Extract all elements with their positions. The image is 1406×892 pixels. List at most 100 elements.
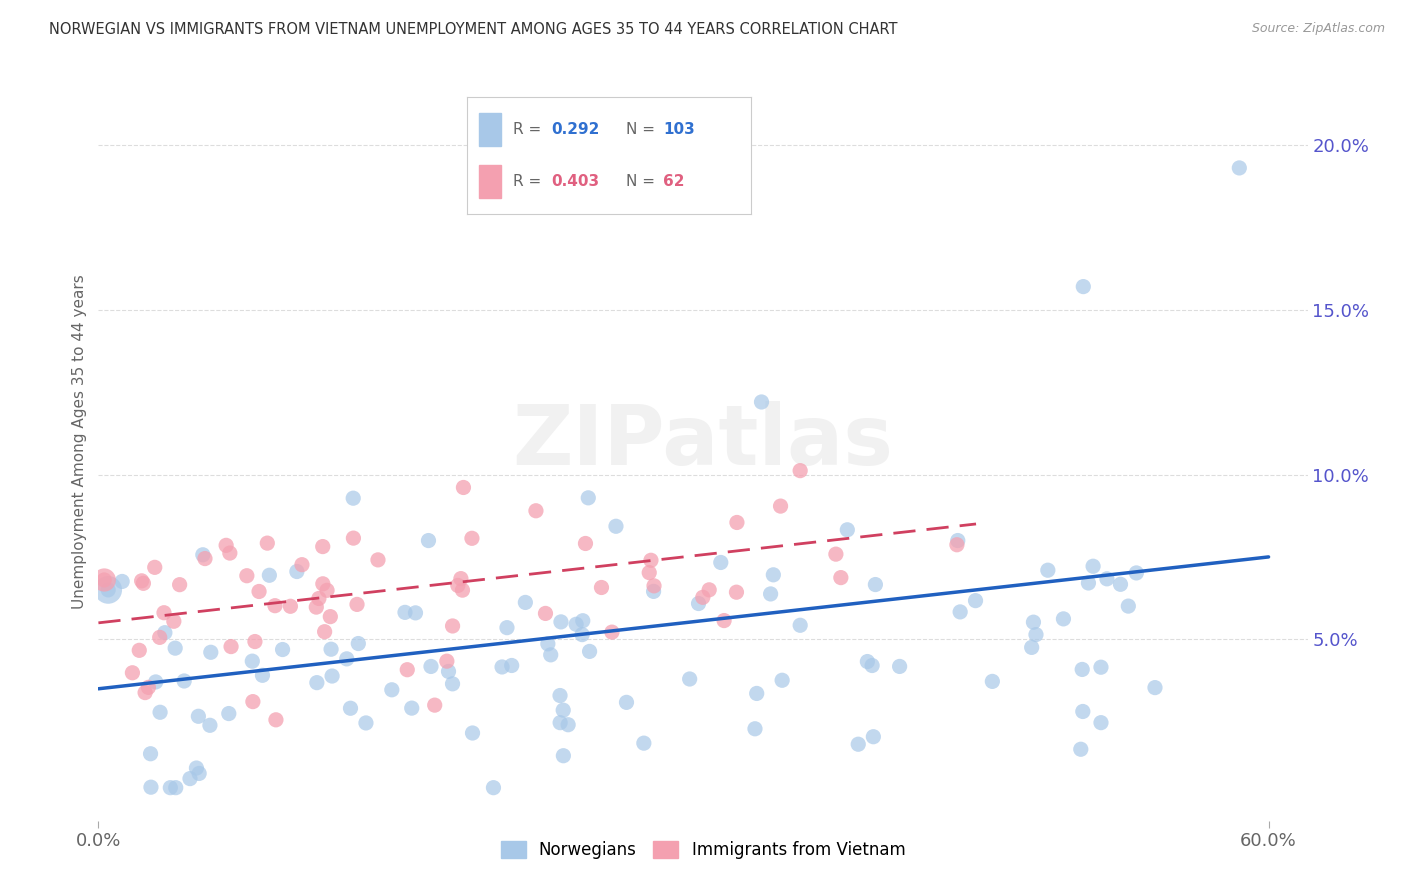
- Point: [319, 609, 342, 624]
- Point: [187, 709, 209, 723]
- Point: [143, 560, 166, 574]
- Point: [751, 395, 773, 409]
- Point: [453, 481, 475, 495]
- Point: [515, 595, 537, 609]
- Point: [291, 558, 314, 572]
- Point: [418, 533, 440, 548]
- Point: [132, 576, 155, 591]
- Point: [240, 654, 263, 668]
- Point: [946, 533, 969, 548]
- Point: [271, 642, 294, 657]
- Point: [1071, 705, 1094, 719]
- Point: [396, 663, 419, 677]
- Point: [305, 675, 328, 690]
- Point: [640, 553, 662, 567]
- Point: [218, 546, 240, 560]
- Point: [1143, 681, 1166, 695]
- Point: [165, 780, 187, 795]
- Point: [93, 573, 115, 587]
- Point: [638, 566, 661, 580]
- Point: [965, 593, 987, 607]
- Point: [149, 706, 172, 720]
- Point: [591, 581, 613, 595]
- Point: [825, 547, 848, 561]
- Text: ZIPatlas: ZIPatlas: [513, 401, 893, 482]
- Y-axis label: Unemployment Among Ages 35 to 44 years: Unemployment Among Ages 35 to 44 years: [72, 274, 87, 609]
- Point: [1021, 640, 1043, 655]
- Point: [643, 584, 665, 599]
- Point: [342, 491, 364, 506]
- Point: [367, 553, 389, 567]
- Point: [789, 464, 811, 478]
- Point: [548, 689, 571, 703]
- Point: [744, 722, 766, 736]
- Point: [762, 567, 785, 582]
- Point: [163, 614, 186, 628]
- Point: [540, 648, 562, 662]
- Point: [1090, 660, 1112, 674]
- Point: [697, 582, 720, 597]
- Point: [571, 627, 593, 641]
- Point: [342, 531, 364, 545]
- Point: [139, 780, 162, 794]
- Point: [447, 578, 470, 592]
- Point: [837, 523, 859, 537]
- Point: [346, 598, 368, 612]
- Point: [264, 599, 287, 613]
- Point: [981, 674, 1004, 689]
- Point: [128, 643, 150, 657]
- Point: [501, 658, 523, 673]
- Point: [256, 536, 278, 550]
- Point: [441, 619, 464, 633]
- Point: [264, 713, 287, 727]
- Point: [259, 568, 281, 582]
- Point: [236, 568, 259, 582]
- Point: [405, 606, 427, 620]
- Point: [789, 618, 811, 632]
- Point: [312, 577, 335, 591]
- Point: [218, 706, 240, 721]
- Point: [354, 715, 377, 730]
- Point: [200, 645, 222, 659]
- Point: [153, 606, 176, 620]
- Point: [219, 640, 242, 654]
- Point: [243, 634, 266, 648]
- Point: [578, 644, 600, 658]
- Point: [725, 585, 748, 599]
- Point: [616, 695, 638, 709]
- Point: [149, 631, 172, 645]
- Point: [830, 571, 852, 585]
- Point: [557, 717, 579, 731]
- Point: [889, 659, 911, 673]
- Text: Source: ZipAtlas.com: Source: ZipAtlas.com: [1251, 22, 1385, 36]
- Point: [745, 686, 768, 700]
- Point: [186, 761, 208, 775]
- Point: [534, 607, 557, 621]
- Point: [401, 701, 423, 715]
- Point: [1095, 572, 1118, 586]
- Point: [482, 780, 505, 795]
- Point: [347, 636, 370, 650]
- Point: [1081, 559, 1104, 574]
- Point: [191, 548, 214, 562]
- Point: [131, 574, 153, 588]
- Point: [316, 583, 339, 598]
- Point: [846, 737, 869, 751]
- Point: [194, 551, 217, 566]
- Point: [491, 660, 513, 674]
- Point: [159, 780, 181, 795]
- Point: [571, 614, 593, 628]
- Point: [1125, 566, 1147, 580]
- Point: [537, 637, 560, 651]
- Point: [312, 540, 335, 554]
- Point: [679, 672, 702, 686]
- Point: [643, 579, 665, 593]
- Point: [314, 624, 336, 639]
- Point: [565, 617, 588, 632]
- Point: [339, 701, 361, 715]
- Point: [1036, 563, 1059, 577]
- Point: [153, 625, 176, 640]
- Point: [769, 499, 792, 513]
- Point: [759, 587, 782, 601]
- Point: [169, 577, 191, 591]
